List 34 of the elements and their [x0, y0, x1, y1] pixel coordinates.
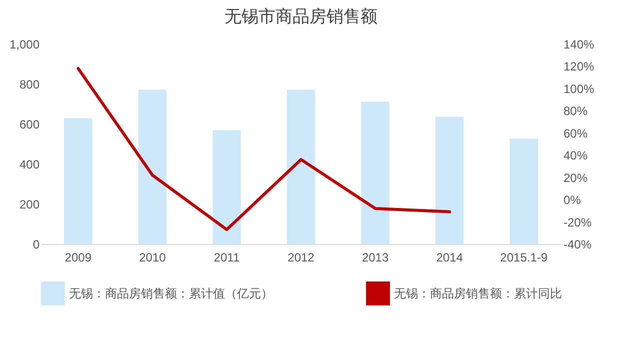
- chart-title: 无锡市商品房销售额: [224, 7, 378, 26]
- bar: [64, 118, 92, 244]
- y-tick-label: 600: [19, 118, 40, 132]
- y-tick-label: 400: [19, 158, 40, 172]
- y2-tick-label: 40%: [564, 148, 588, 163]
- y-tick-label: 0: [32, 238, 40, 252]
- y2-tick-label: 120%: [564, 60, 595, 74]
- bar: [212, 130, 241, 244]
- x-tick-label: 2013: [362, 250, 389, 264]
- bar: [510, 138, 538, 244]
- y2-tick-label: 80%: [564, 104, 588, 118]
- y2-tick-label: -20%: [564, 215, 592, 230]
- y-tick-label: 200: [19, 198, 40, 212]
- legend-label: 无锡：商品房销售额：累计同比: [394, 286, 562, 300]
- bar: [138, 90, 167, 244]
- bar: [361, 102, 390, 244]
- x-tick-label: 2010: [139, 250, 166, 264]
- x-tick-label: 2012: [288, 250, 315, 264]
- y2-tick-label: 140%: [564, 38, 595, 52]
- y2-tick-label: -40%: [564, 238, 592, 252]
- x-tick-label: 2011: [214, 250, 240, 264]
- x-tick-label: 2009: [64, 250, 92, 264]
- x-tick-label: 2015.1-9: [500, 250, 548, 264]
- bar: [286, 90, 316, 244]
- x-tick-label: 2014: [436, 250, 464, 264]
- y2-tick-label: 0%: [564, 193, 582, 208]
- y2-tick-label: 60%: [564, 126, 588, 140]
- y-tick-label: 1,000: [9, 38, 40, 52]
- y2-tick-label: 20%: [564, 170, 588, 185]
- line-series: [76, 66, 452, 232]
- legend-label: 无锡：商品房销售额：累计值（亿元）: [69, 286, 273, 300]
- y-tick-label: 800: [19, 78, 40, 92]
- bar: [435, 116, 464, 244]
- y2-tick-label: 100%: [564, 82, 595, 96]
